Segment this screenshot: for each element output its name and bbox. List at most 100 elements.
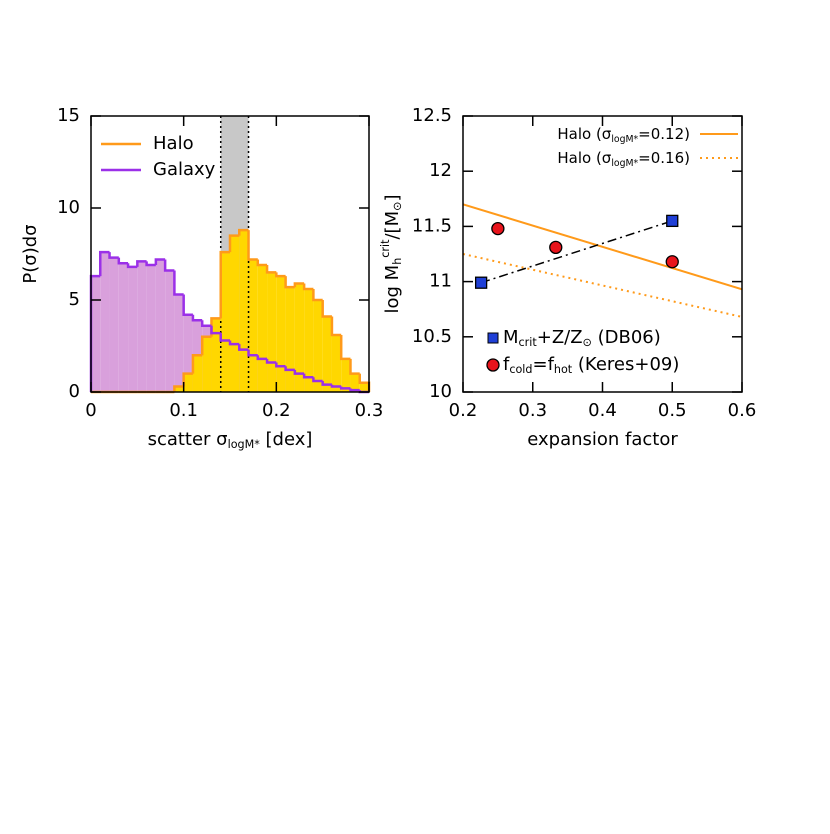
histogram-bar: [285, 287, 295, 392]
label-part: cold: [509, 363, 532, 376]
histogram-outline: [256, 355, 268, 361]
histogram-outline: [210, 325, 221, 335]
y-tick-label: 12: [429, 160, 452, 181]
legend-label: Galaxy: [153, 159, 216, 180]
histogram-outline: [200, 320, 212, 328]
label-part: =0.16): [638, 149, 690, 167]
histogram-outline: [275, 362, 286, 368]
x-tick-label: 0.3: [355, 400, 384, 421]
x-tick-label: 0.3: [518, 400, 547, 421]
histogram-bar: [155, 259, 166, 392]
histogram-outline: [256, 259, 268, 267]
histogram-bar: [128, 266, 138, 392]
histogram-outline: [312, 377, 323, 383]
histogram-outline: [219, 333, 230, 342]
histogram-bar: [248, 259, 258, 392]
histogram-outline: [173, 270, 184, 296]
histogram-outline: [265, 265, 277, 274]
label-part: ⊙: [391, 202, 404, 211]
histogram-outline: [238, 228, 249, 236]
histogram-outline: [330, 316, 342, 337]
label-part: ⊙: [583, 336, 592, 349]
histogram-outline: [302, 373, 314, 379]
label-part: (DB06): [592, 327, 661, 348]
histogram-outline: [293, 369, 305, 375]
histogram-outline: [321, 300, 332, 318]
label-part: =0.12): [638, 125, 690, 143]
label-part: log M: [382, 265, 403, 314]
histogram-outline: [339, 334, 351, 361]
x-tick-label: 0.1: [169, 400, 198, 421]
histogram-bar: [230, 235, 240, 392]
histogram-outline: [200, 335, 212, 356]
x-tick-label: 0: [85, 400, 96, 421]
histogram-bar: [267, 272, 277, 392]
series-line: [463, 253, 742, 318]
histogram-outline: [302, 283, 314, 291]
histogram-outline: [284, 366, 295, 372]
histogram-bar: [220, 252, 230, 392]
histogram-bar: [100, 252, 110, 392]
label-part: h: [391, 258, 404, 265]
legend-label: fcold=fhot (Keres+09): [503, 354, 679, 376]
y-tick-label: 10.5: [412, 326, 452, 347]
histogram-bar: [174, 294, 184, 392]
y-tick-label: 11: [429, 271, 452, 292]
legend-label: Mcrit+Z/Z⊙ (DB06): [503, 327, 661, 349]
label-part: ]: [382, 195, 403, 202]
histogram-bar: [331, 334, 342, 392]
label-part: crit: [519, 336, 538, 349]
histogram-bar: [294, 283, 305, 392]
histogram-bar: [304, 288, 314, 392]
label-part: Halo (σ: [557, 149, 611, 167]
x-axis-label: expansion factor: [527, 429, 678, 450]
square-marker: [474, 276, 488, 289]
series-line: [480, 220, 673, 284]
square-marker: [666, 214, 679, 228]
histogram-bar: [322, 316, 332, 392]
histogram-outline: [219, 250, 230, 319]
histogram-bar: [211, 318, 221, 392]
histogram-outline: [191, 353, 203, 374]
histogram-bar: [341, 358, 351, 392]
legend-label: Halo (σlogM*=0.16): [557, 149, 690, 169]
y-tick-label: 11.5: [412, 215, 452, 236]
histogram-outline: [163, 259, 175, 272]
histogram-outline: [321, 380, 332, 386]
histogram-outline: [265, 358, 277, 364]
histogram-outline: [228, 340, 240, 346]
histogram-outline: [349, 358, 360, 375]
histogram-bar: [91, 276, 101, 392]
x-tick-label: 0.5: [658, 400, 687, 421]
label-part: +Z/Z: [537, 327, 583, 348]
histogram-bar: [183, 314, 193, 392]
histogram-outline: [145, 261, 156, 267]
plot-frame: [90, 115, 370, 393]
histogram-outline: [108, 252, 119, 259]
histogram-bar: [192, 355, 203, 392]
label-part: scatter σ: [148, 429, 228, 450]
label-part: logM*: [611, 134, 638, 145]
histogram-bar: [165, 270, 175, 392]
y-tick-label: 10: [57, 197, 80, 218]
histogram-bar: [183, 373, 193, 392]
histogram-bar: [276, 276, 286, 392]
legend-label: Halo (σlogM*=0.12): [557, 125, 690, 145]
histogram-bar: [202, 336, 212, 392]
legend-swatch: [487, 332, 499, 344]
histogram-bar: [257, 265, 268, 392]
x-tick-label: 0.6: [728, 400, 757, 421]
histogram-bar: [137, 261, 147, 392]
histogram-outline: [339, 386, 351, 390]
label-part: [dex]: [260, 429, 313, 450]
circle-marker: [549, 240, 563, 255]
label-part: f: [503, 354, 510, 375]
histogram-outline: [117, 257, 129, 265]
histogram-outline: [136, 260, 147, 267]
label-part: /[M: [382, 211, 403, 240]
histogram-outline: [275, 272, 286, 278]
x-tick-label: 0.2: [449, 400, 478, 421]
histogram-outline: [247, 349, 258, 357]
histogram-outline: [330, 384, 342, 388]
label-part: Halo (σ: [557, 125, 611, 143]
